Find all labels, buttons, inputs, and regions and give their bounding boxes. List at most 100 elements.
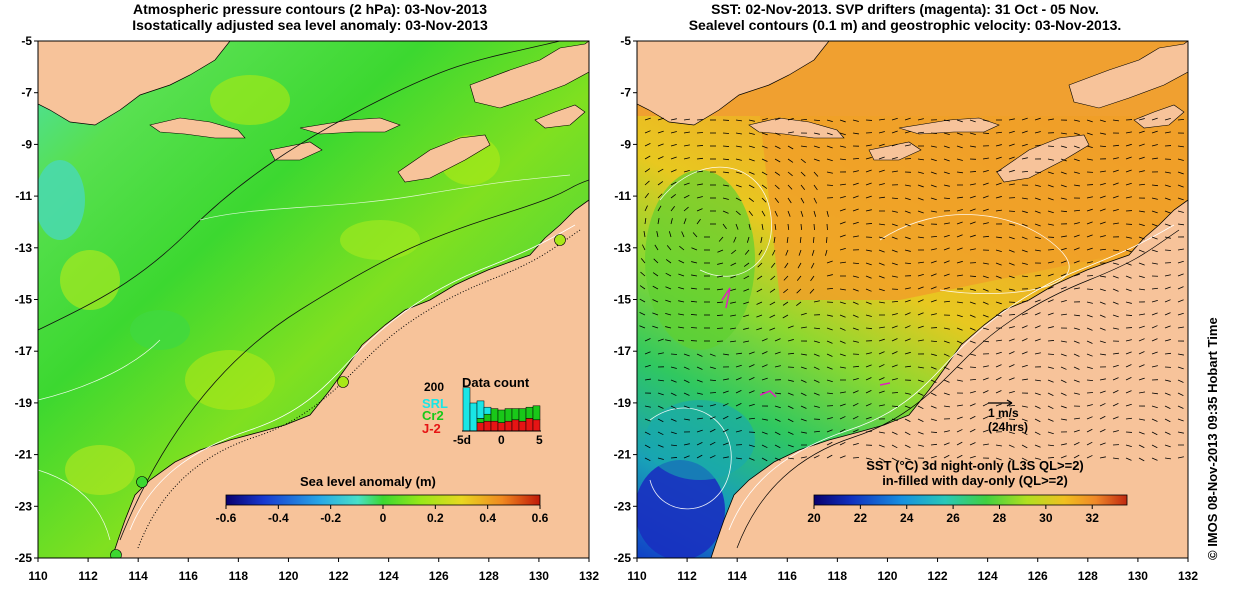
velocity-arrow [891,457,898,462]
velocity-arrow [1177,171,1184,175]
velocity-arrow [691,247,698,251]
velocity-arrow [696,353,703,357]
velocity-arrow [969,340,976,344]
velocity-arrow [1164,274,1171,277]
velocity-arrow [826,210,829,217]
lon-tick-label: 126 [429,569,449,583]
velocity-arrow [1021,338,1028,342]
velocity-arrow [756,275,763,280]
velocity-arrow [652,299,659,303]
velocity-arrow [995,131,1003,134]
velocity-arrow [969,183,976,186]
velocity-arrow [1099,275,1106,278]
legend-j2: J-2 [422,421,441,436]
velocity-arrow [1151,249,1158,253]
velocity-arrow [826,171,833,174]
right-title-line2: Sealevel contours (0.1 m) and geostrophi… [688,17,1122,33]
velocity-arrow [644,168,651,173]
velocity-arrow [1047,405,1054,410]
velocity-arrow [956,366,963,370]
velocity-arrow [904,262,912,265]
velocity-arrow [1060,158,1067,162]
velocity-arrow [787,210,791,217]
velocity-arrow [1099,145,1107,148]
velocity-arrow [639,325,646,329]
velocity-arrow [783,288,789,294]
velocity-arrow [930,248,937,251]
velocity-arrow [852,415,859,420]
count-bar-j2 [497,422,506,432]
velocity-arrow [943,234,950,238]
velocity-arrow [891,170,898,173]
velocity-arrow [1086,379,1094,382]
velocity-arrow [1060,379,1067,383]
lat-tick-label: -15 [614,293,632,307]
velocity-arrow [1125,236,1132,239]
velocity-arrow [1060,455,1067,459]
sla-contour [199,174,571,221]
right-latitude-axis: -5 -7 -9 -11 -13 -15 -17 -19 -21 -23 -25 [614,34,637,565]
velocity-arrow [1164,312,1171,316]
velocity-arrow [1034,171,1042,174]
velocity-arrow [1151,312,1158,316]
velocity-arrow [756,301,763,305]
velocity-arrow [1112,301,1119,305]
velocity-arrow [1164,197,1171,201]
velocity-arrow [1112,182,1119,186]
velocity-arrow [1099,208,1106,212]
velocity-arrow [1164,392,1171,396]
legend-srl: SRL [422,396,448,411]
velocity-arrow [930,353,937,356]
velocity-arrow [943,454,950,459]
imos-credit: © IMOS 08-Nov-2013 09:35 Hobart Time [1205,317,1220,560]
velocity-arrow [748,132,755,135]
velocity-arrow [1060,210,1068,213]
lat-tick-label: -25 [15,551,33,565]
velocity-arrow [1008,223,1015,226]
lon-tick-label: 128 [1078,569,1098,583]
velocity-arrow [787,184,793,190]
velocity-arrow [1125,169,1132,173]
velocity-arrow [1177,353,1184,356]
velocity-arrow [1086,428,1093,433]
velocity-arrow [748,197,755,202]
velocity-arrow [917,299,924,303]
velocity-arrow [839,314,846,318]
velocity-arrow [678,273,685,277]
colorbar-tick-label: 28 [993,511,1007,525]
velocity-arrow [1021,249,1028,253]
velocity-arrow [982,327,989,331]
velocity-arrow [1112,457,1119,460]
velocity-arrow [683,157,690,160]
velocity-arrow [748,171,755,175]
velocity-arrow [1164,236,1171,239]
velocity-arrow [683,169,690,173]
velocity-arrow [670,418,677,422]
velocity-arrow [1177,260,1184,264]
velocity-arrow [878,390,885,394]
sumba-island [868,141,922,161]
velocity-arrow [1073,442,1080,446]
velocity-arrow [1112,352,1119,355]
velocity-arrow [743,262,750,267]
velocity-arrow [1164,431,1171,435]
velocity-arrow [1047,118,1054,121]
velocity-arrow [1151,300,1158,303]
velocity-arrow [1164,131,1171,134]
velocity-arrow [1060,353,1067,357]
velocity-arrow [1034,274,1041,277]
velocity-arrow [865,327,873,330]
velocity-arrow [761,431,768,435]
velocity-arrow [1021,444,1028,449]
velocity-arrow [969,248,976,251]
velocity-arrow [1099,378,1106,381]
velocity-arrow [839,132,846,136]
lon-tick-label: 132 [579,569,599,583]
velocity-arrow [696,208,703,212]
velocity-arrow [696,183,703,186]
velocity-arrow [1086,158,1093,161]
velocity-arrow [1021,312,1028,316]
lat-tick-label: -11 [15,189,32,203]
velocity-arrow [769,288,776,293]
velocity-arrow [930,286,937,290]
